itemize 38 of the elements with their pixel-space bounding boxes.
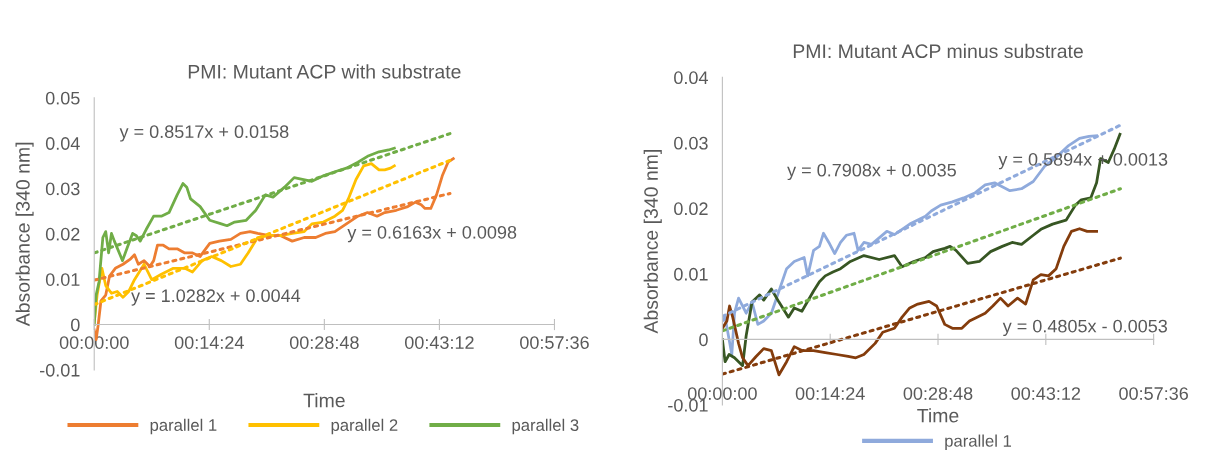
y-tick-label: 0.05 [45, 91, 80, 105]
y-tick-label: -0.01 [39, 363, 80, 377]
x-tick-label: 00:43:12 [404, 336, 474, 349]
x-axis-title: Time [303, 393, 345, 408]
y-tick-label: -0.01 [668, 398, 708, 412]
x-tick-label: 00:28:48 [289, 336, 359, 349]
legend-label: parallel 2 [331, 418, 398, 435]
y-axis-title: Absorbance [340 nm] [15, 142, 34, 327]
x-tick-label: 00:57:36 [520, 336, 589, 349]
x-tick-label: 00:00:00 [687, 387, 757, 400]
annotation: y = 0.7908x + 0.0035 [787, 163, 956, 181]
annotation: y = 0.8517x + 0.0158 [119, 125, 289, 142]
legend-label: parallel 1 [945, 434, 1012, 451]
x-axis-title: Time [917, 408, 959, 423]
y-tick-label: 0 [699, 333, 708, 347]
legend-label: parallel 1 [150, 418, 217, 435]
y-tick-label: 0.01 [45, 273, 80, 286]
y-tick-label: 0.02 [674, 202, 708, 216]
y-tick-label: 0 [71, 318, 80, 332]
x-tick-label: 00:43:12 [1011, 387, 1081, 400]
annotation: y = 0.4805x - 0.0053 [1002, 319, 1168, 337]
y-tick-label: 0.03 [674, 136, 708, 150]
y-tick-label: 0.04 [674, 71, 708, 85]
y-tick-label: 0.01 [674, 267, 708, 281]
y-tick-label: 0.03 [45, 182, 80, 196]
y-tick-label: 0.02 [45, 227, 80, 241]
x-tick-label: 00:14:24 [795, 387, 865, 400]
annotation: y = 0.6163x + 0.0098 [347, 225, 517, 243]
chart-title: PMI: Mutant ACP with substrate [188, 64, 461, 79]
annotation: y = 1.0282x + 0.0044 [131, 289, 301, 306]
y-axis-title: Absorbance [340 nm] [643, 150, 662, 334]
x-tick-label: 00:14:24 [174, 336, 244, 349]
x-tick-label: 00:57:36 [1119, 387, 1188, 400]
x-tick-label: 00:00:00 [59, 336, 129, 349]
legend-label: parallel 3 [512, 418, 579, 435]
y-tick-label: 0.04 [45, 137, 80, 150]
x-tick-label: 00:28:48 [903, 387, 973, 400]
chart-title: PMI: Mutant ACP minus substrate [793, 43, 1083, 59]
